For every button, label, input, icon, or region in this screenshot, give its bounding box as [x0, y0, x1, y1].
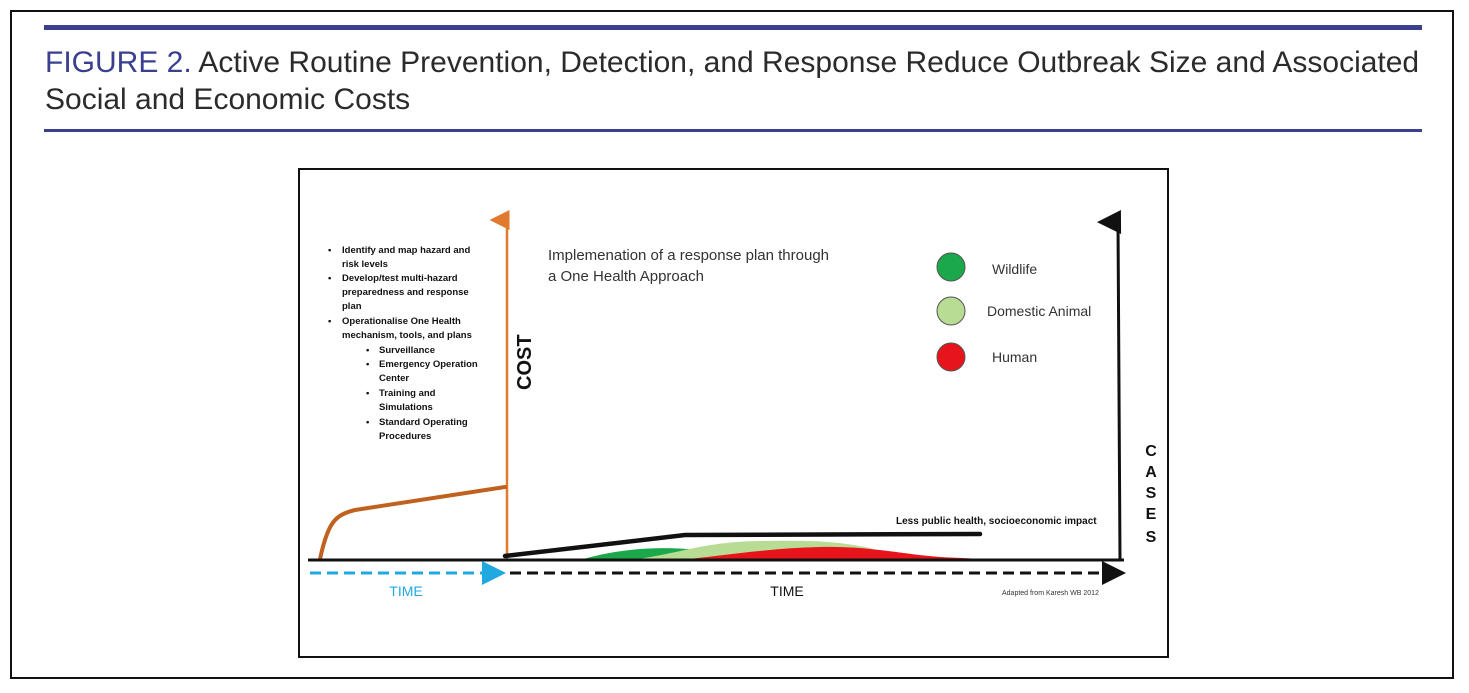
figure-title-line2: Social and Economic Costs: [45, 83, 411, 116]
bullet-item1-line2: risk levels: [342, 259, 388, 270]
cases-letter-e: E: [1146, 506, 1157, 523]
cases-letter-a: A: [1145, 464, 1157, 481]
cases-axis-arrow: [1097, 209, 1122, 561]
bullet-item3-line2: mechanism, tools, and plans: [342, 330, 472, 341]
legend-label-human: Human: [992, 349, 1037, 365]
bullet-item3-line1: Operationalise One Health: [342, 316, 461, 327]
legend: Wildlife Domestic Animal Human: [936, 252, 1091, 372]
legend-swatch-wildlife: [936, 252, 966, 282]
sub-bullet-marker: •: [366, 345, 370, 356]
cost-axis-label: COST: [514, 334, 536, 390]
diagram-panel: • Identify and map hazard and risk level…: [298, 168, 1169, 658]
response-text-line2: a One Health Approach: [548, 268, 704, 285]
legend-swatch-human: [936, 342, 966, 372]
figure-label: FIGURE 2.: [45, 46, 192, 79]
bullet-list: • Identify and map hazard and risk level…: [328, 245, 478, 442]
cases-letter-s: S: [1146, 485, 1157, 502]
impact-label: Less public health, socioeconomic impact: [896, 516, 1097, 527]
bullet-item2-line3: plan: [342, 301, 362, 312]
figure-title: FIGURE 2. Active Routine Prevention, Det…: [45, 44, 1425, 118]
diagram-svg: • Identify and map hazard and risk level…: [308, 209, 1157, 599]
title-rule-bottom: [44, 129, 1422, 132]
bullet-marker: •: [328, 245, 332, 256]
sub-bullet-2-line1: Emergency Operation: [379, 359, 478, 370]
bullet-marker: •: [328, 316, 332, 327]
bullet-item2-line1: Develop/test multi-hazard: [342, 273, 458, 284]
bullet-item2-line2: preparedness and response: [342, 287, 469, 298]
sub-bullet-3-line1: Training and: [379, 388, 436, 399]
human-area: [680, 546, 1025, 560]
legend-label-wildlife: Wildlife: [992, 261, 1037, 277]
time-left-label: TIME: [389, 583, 422, 599]
outer-frame: [10, 10, 1454, 679]
legend-swatch-domestic-animal: [936, 296, 966, 326]
sub-bullet-4-line2: Procedures: [379, 431, 431, 442]
legend-label-domestic-animal: Domestic Animal: [987, 303, 1091, 319]
time-right-label: TIME: [770, 583, 803, 599]
bullet-item1-line1: Identify and map hazard and: [342, 245, 470, 256]
cases-letter-c: C: [1145, 443, 1157, 460]
sub-bullet-marker: •: [366, 359, 370, 370]
bullet-marker: •: [328, 273, 332, 284]
response-text-line1: Implemenation of a response plan through: [548, 247, 829, 264]
cases-letter-s2: S: [1146, 529, 1157, 546]
title-rule-top: [44, 25, 1422, 30]
sub-bullet-marker: •: [366, 417, 370, 428]
sub-bullet-2-line2: Center: [379, 373, 409, 384]
sub-bullet-4-line1: Standard Operating: [379, 417, 468, 428]
source-note: Adapted from Karesh WB 2012: [1002, 590, 1099, 597]
cases-axis-label: C A S E S: [1145, 443, 1157, 546]
impact-line: [502, 531, 983, 559]
cost-curve: [318, 485, 507, 561]
sub-bullet-marker: •: [366, 388, 370, 399]
sub-bullet-3-line2: Simulations: [379, 402, 433, 413]
sub-bullet-1: Surveillance: [379, 345, 435, 356]
figure-title-line1: Active Routine Prevention, Detection, an…: [198, 46, 1420, 79]
